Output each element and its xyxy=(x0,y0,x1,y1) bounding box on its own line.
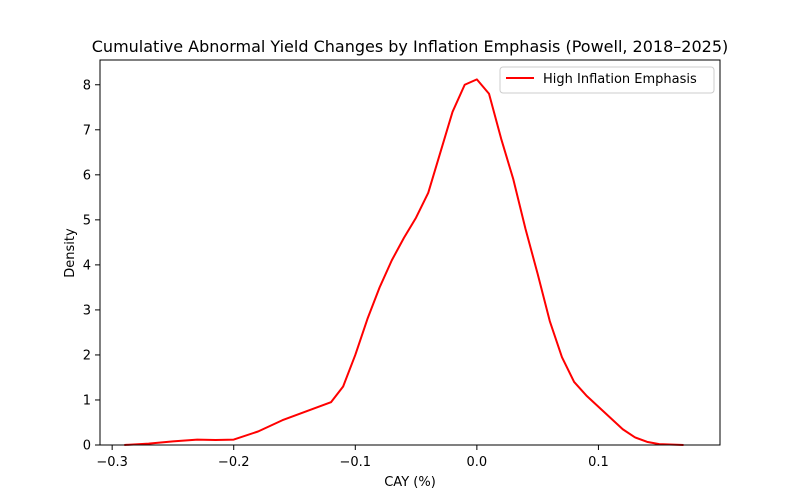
x-tick-label: −0.1 xyxy=(340,455,372,470)
axes-frame xyxy=(99,59,721,446)
x-tick-label: 0.1 xyxy=(588,455,609,470)
y-tick-label: 4 xyxy=(83,258,91,273)
y-tick-label: 6 xyxy=(83,168,91,183)
y-axis-label: Density xyxy=(63,228,78,278)
x-tick-label: −0.2 xyxy=(218,455,250,470)
series-line-0 xyxy=(124,78,684,446)
legend-entry-label: High Inflation Emphasis xyxy=(543,72,697,87)
x-tick-label: −0.3 xyxy=(96,455,128,470)
y-tick-label: 0 xyxy=(83,439,91,454)
y-tick-label: 3 xyxy=(83,303,91,318)
x-axis-label: CAY (%) xyxy=(384,475,436,490)
x-tick-label: 0.0 xyxy=(467,455,488,470)
y-tick-label: 1 xyxy=(83,393,91,408)
plot-area xyxy=(99,59,721,446)
chart-title: Cumulative Abnormal Yield Changes by Inf… xyxy=(92,37,728,56)
y-tick-label: 8 xyxy=(83,78,91,93)
y-tick-label: 5 xyxy=(83,213,91,228)
y-tick-label: 7 xyxy=(83,123,91,138)
legend-box xyxy=(499,66,715,94)
axis-ticks: −0.3 −0.2 −0.1 0.0 0.1 0 1 2 3 4 5 6 7 8 xyxy=(83,78,609,470)
legend: High Inflation Emphasis xyxy=(499,66,715,94)
y-tick-label: 2 xyxy=(83,348,91,363)
